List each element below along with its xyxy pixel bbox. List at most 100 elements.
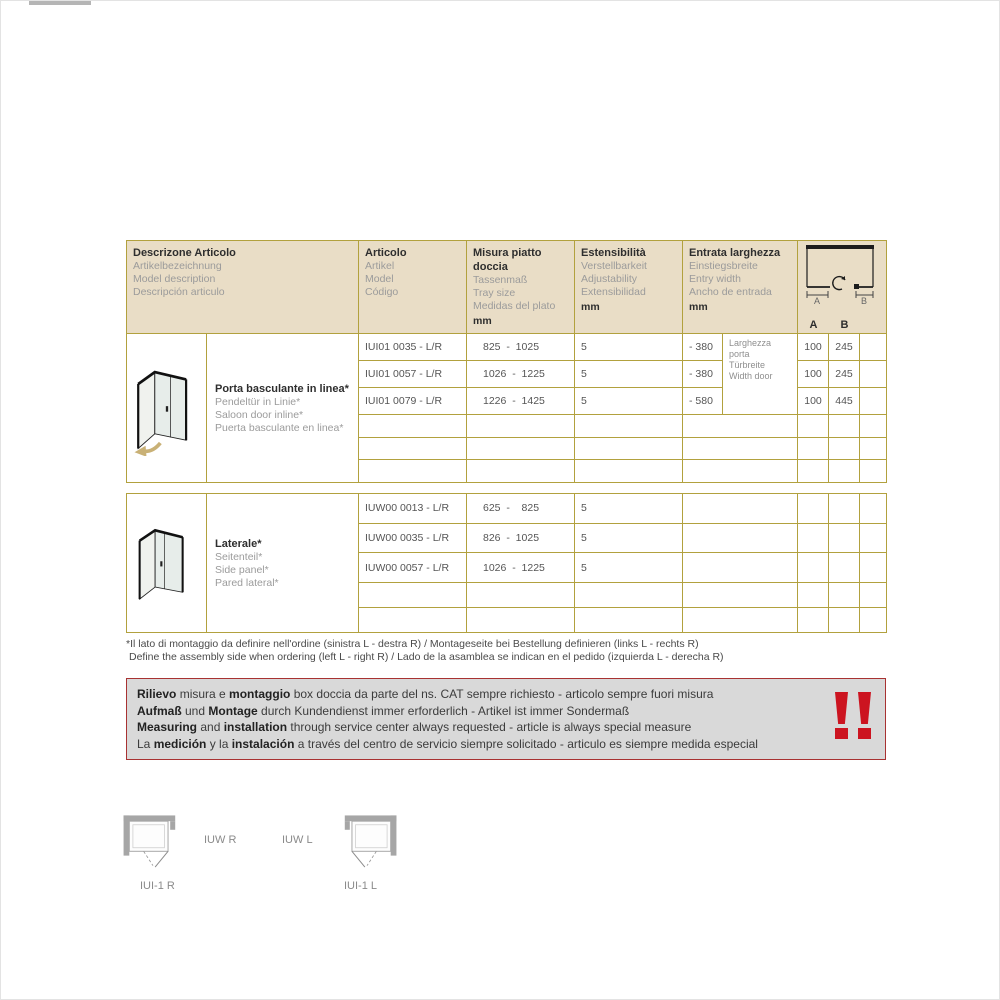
notice-text-segment: Measuring xyxy=(137,720,198,734)
empty-cell xyxy=(797,413,829,438)
header-row: Descrizone Articolo Artikelbezeichnung M… xyxy=(126,240,887,334)
adjustability-cell: 5 xyxy=(574,493,683,524)
product-drawing-cell xyxy=(126,493,207,633)
header-adjustability: Estensibilità Verstellbarkeit Adjustabil… xyxy=(574,240,683,334)
articolo-cell: IUI01 0079 - L/R xyxy=(358,386,467,415)
empty-cell xyxy=(682,552,798,584)
empty-cell xyxy=(828,436,860,461)
empty-cell xyxy=(828,459,860,483)
tray-size-cell: 826 - 1025 xyxy=(466,522,575,554)
diagram-dim-b-label: B xyxy=(861,296,867,305)
footnote-line-1: *Il lato di montaggio da definire nell'o… xyxy=(126,638,699,650)
diagram-label-iui1-l: IUI-1 L xyxy=(344,880,378,892)
header-text: Medidas del plato xyxy=(473,300,556,312)
tray-size-cell: 1026 - 1225 xyxy=(466,359,575,388)
spec-table-group2: Laterale* Seitenteil* Side panel* Pared … xyxy=(126,493,887,633)
notice-text-segment: montaggio xyxy=(229,687,291,701)
empty-cell xyxy=(859,386,887,415)
spec-sheet: Descrizone Articolo Artikelbezeichnung M… xyxy=(123,240,887,902)
door-width-note-en: Width door xyxy=(729,371,773,381)
header-text: Código xyxy=(365,286,399,298)
side-panel-isometric-icon xyxy=(138,528,184,600)
dim-a-cell: 100 xyxy=(797,333,829,361)
table-row: IUW00 0035 - L/R 826 - 1025 5 xyxy=(127,522,887,554)
articolo-cell: IUW00 0013 - L/R xyxy=(358,493,467,524)
ab-column-headers: A B xyxy=(799,319,886,331)
empty-cell xyxy=(859,436,887,461)
measuring-notice-box: Rilievo misura e montaggio box doccia da… xyxy=(126,678,886,760)
empty-cell xyxy=(358,436,467,461)
articolo-cell: IUW00 0035 - L/R xyxy=(358,522,467,554)
column-a-header: A xyxy=(809,319,818,331)
empty-cell xyxy=(859,493,887,524)
empty-cell xyxy=(682,493,798,524)
adjustability-cell: 5 xyxy=(574,386,683,415)
column-b-header: B xyxy=(840,319,849,331)
product-name-en: Side panel* xyxy=(215,563,269,576)
table-row: Porta basculante in linea* Pendeltür in … xyxy=(126,333,887,483)
double-exclamation-icon xyxy=(835,692,871,739)
empty-cell xyxy=(466,607,575,633)
notice-text-segment: La xyxy=(137,736,154,751)
empty-cell xyxy=(574,459,683,483)
header-text: Estensibilità xyxy=(581,247,646,259)
adjustability-cell: 5 xyxy=(574,552,683,584)
table-gap xyxy=(126,483,886,493)
product-name-es: Pared lateral* xyxy=(215,576,279,589)
empty-cell xyxy=(859,359,887,388)
diagram-label-iuw-r: IUW R xyxy=(204,834,237,846)
top-edge-artifact xyxy=(29,1,91,5)
footnote-line-2: Define the assembly side when ordering (… xyxy=(129,651,724,663)
notice-text-segment: and xyxy=(197,720,224,734)
header-unit: mm xyxy=(473,315,492,327)
assembly-side-footnote: *Il lato di montaggio da definire nell'o… xyxy=(126,638,886,664)
empty-cell xyxy=(828,522,860,554)
notice-line-en: Measuring and installation through servi… xyxy=(137,719,815,736)
notice-text-segment: installation xyxy=(223,720,288,734)
notice-text-segment: medición xyxy=(153,736,207,751)
dim-b-cell: 445 xyxy=(828,386,860,415)
plan-diagram-left: IUW L IUI-1 L xyxy=(282,812,512,902)
empty-cell xyxy=(358,413,467,438)
empty-cell xyxy=(358,459,467,483)
header-text: Entry width xyxy=(689,273,741,285)
exclamation-mark-icon xyxy=(858,692,871,739)
door-width-note-de: Türbreite xyxy=(729,360,766,370)
plan-left-icon xyxy=(344,815,397,868)
empty-cell xyxy=(797,459,829,483)
header-plan-diagram: A B A B xyxy=(797,240,887,334)
empty-cell xyxy=(797,552,829,584)
entry-width-cell: - 580 xyxy=(682,386,723,415)
empty-cell xyxy=(682,522,798,554)
header-text: Tray size xyxy=(473,287,516,299)
product-description-cell: Porta basculante in linea* Pendeltür in … xyxy=(206,333,359,483)
product-description-cell: Laterale* Seitenteil* Side panel* Pared … xyxy=(206,493,359,633)
header-entry-width: Entrata larghezza Einstiegsbreite Entry … xyxy=(682,240,798,334)
notice-text-segment: Rilievo xyxy=(137,687,177,701)
empty-cell xyxy=(466,582,575,608)
empty-cell xyxy=(574,413,683,438)
tray-size-cell: 825 - 1025 xyxy=(466,333,575,361)
notice-text-segment: misura e xyxy=(176,687,230,701)
empty-cell xyxy=(358,582,467,608)
table-empty-row xyxy=(127,607,887,633)
product-drawing-cell xyxy=(126,333,207,483)
door-width-note: Larghezza porta xyxy=(729,338,772,359)
header-text: Verstellbarkeit xyxy=(581,260,647,272)
articolo-cell: IUW00 0057 - L/R xyxy=(358,552,467,584)
header-unit: mm xyxy=(689,301,708,313)
header-text: Entrata larghezza xyxy=(689,247,781,259)
dim-a-cell: 100 xyxy=(797,359,829,388)
notice-line-es: La medición y la instalación a través de… xyxy=(137,736,815,753)
notice-text-segment: box doccia da parte del ns. CAT sempre r… xyxy=(290,687,714,701)
product-name-en: Saloon door inline* xyxy=(215,408,304,421)
header-text: Artikel xyxy=(365,260,395,272)
product-name: Laterale* xyxy=(215,537,262,550)
empty-cell xyxy=(574,582,683,608)
empty-cell xyxy=(828,552,860,584)
empty-cell xyxy=(682,607,798,633)
notice-text-segment: through service center always requested … xyxy=(287,720,692,734)
saloon-door-isometric-icon xyxy=(134,370,188,456)
table-empty-row xyxy=(127,436,887,461)
